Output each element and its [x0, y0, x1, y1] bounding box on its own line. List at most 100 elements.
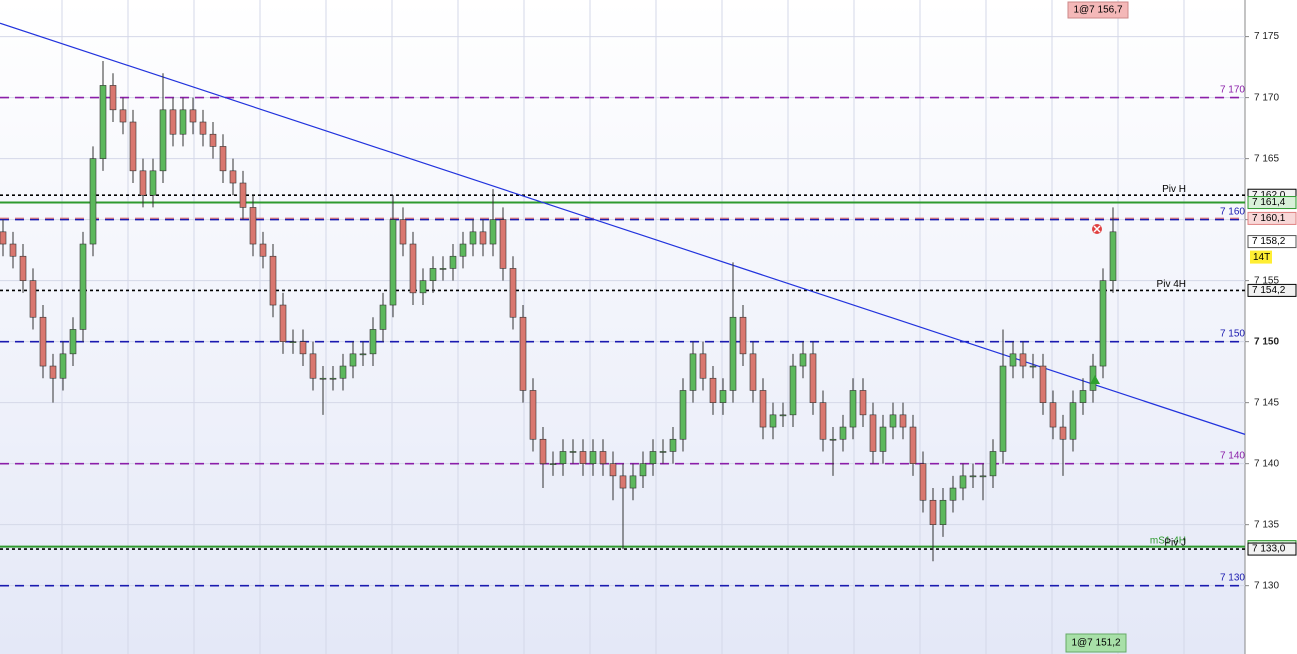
candle-body: [79, 243, 87, 330]
price-tag: [1247, 542, 1297, 556]
candle-body: [709, 377, 717, 403]
level-label: 7 130: [1220, 572, 1245, 583]
candle-body: [769, 414, 777, 428]
candle-body: [919, 463, 927, 501]
trend-line: [0, 22, 1246, 435]
candle-body: [149, 170, 157, 196]
candle-body: [89, 158, 97, 245]
candle-body: [1049, 402, 1057, 428]
y-tick-label: 7 170: [1254, 92, 1279, 103]
candle-body: [539, 438, 547, 464]
candle-body: [489, 219, 497, 245]
timer-tag: [1250, 250, 1272, 264]
candle-body: [799, 353, 807, 367]
candle-body: [699, 353, 707, 379]
last-price-tag: [1247, 235, 1297, 249]
candle-body: [199, 121, 207, 135]
candle-body: [749, 353, 757, 391]
candle-body: [669, 438, 677, 452]
candle-body: [719, 390, 727, 403]
candle-body: [1019, 353, 1027, 367]
level-label: 7 140: [1220, 450, 1245, 461]
candle-body: [399, 219, 407, 245]
candle-body: [369, 329, 377, 355]
candle-body: [1069, 402, 1077, 440]
candle-body: [1109, 231, 1117, 281]
candle-body: [879, 426, 887, 452]
candle-body: [49, 365, 57, 379]
candle-body: [639, 463, 647, 477]
candle-body: [189, 109, 197, 123]
candle-body: [519, 316, 527, 391]
y-tick-label: 7 140: [1254, 458, 1279, 469]
candle-body: [579, 451, 587, 464]
candle-body: [59, 353, 67, 379]
candle-body: [609, 463, 617, 477]
y-tick-label: 7 135: [1254, 519, 1279, 530]
candle-body: [649, 451, 657, 464]
candle-body: [9, 243, 17, 257]
candle-body: [1079, 390, 1087, 403]
candle-body: [39, 316, 47, 367]
order-box-bottom[interactable]: [1065, 633, 1127, 653]
price-tag: [1247, 196, 1297, 210]
candle-body: [569, 451, 577, 453]
y-tick-label: 7 175: [1254, 31, 1279, 42]
candle-body: [99, 85, 107, 159]
candle-body: [299, 341, 307, 355]
candle-body: [159, 109, 167, 172]
candle-body: [409, 243, 417, 294]
candle-body: [389, 219, 397, 306]
level-label: Piv J: [1164, 538, 1186, 549]
candle-body: [309, 353, 317, 379]
candle-body: [529, 390, 537, 440]
candle-body: [559, 451, 567, 464]
candle-body: [629, 475, 637, 489]
candle-body: [859, 390, 867, 416]
candle-body: [449, 255, 457, 269]
price-tag-label: 7 154,2: [1252, 285, 1286, 296]
candle-body: [169, 109, 177, 135]
candle-body: [0, 231, 7, 245]
candle-body: [109, 85, 117, 111]
candle-body: [139, 170, 147, 196]
candle-body: [659, 451, 667, 453]
order-label-top[interactable]: 1@7 156,7: [1073, 5, 1123, 16]
candle-body: [759, 390, 767, 428]
price-tag-label: 7 133,0: [1252, 544, 1286, 555]
candle-body: [29, 280, 37, 318]
candle-body: [989, 451, 997, 477]
candle-body: [179, 109, 187, 135]
order-label-bottom[interactable]: 1@7 151,2: [1071, 638, 1121, 649]
candle-body: [1059, 426, 1067, 440]
candle-body: [1009, 353, 1017, 367]
price-tag-label: 7 162,0: [1252, 190, 1286, 201]
stop-marker: [1092, 224, 1102, 234]
candle-body: [259, 243, 267, 257]
candle-body: [999, 365, 1007, 452]
candle-body: [839, 426, 847, 440]
candle-body: [499, 219, 507, 269]
candle-body: [619, 475, 627, 489]
level-label: 7 150: [1220, 328, 1245, 339]
timer-label: 14T: [1253, 252, 1270, 263]
candle-body: [129, 121, 137, 172]
candle-body: [959, 475, 967, 489]
candle-body: [289, 341, 297, 343]
candle-body: [239, 182, 247, 208]
candle-body: [69, 329, 77, 355]
candle-body: [479, 231, 487, 245]
candle-body: [869, 414, 877, 452]
candle-body: [909, 426, 917, 464]
candle-body: [929, 499, 937, 525]
candle-body: [1099, 280, 1107, 367]
candle-body: [209, 133, 217, 147]
order-box-top[interactable]: [1067, 1, 1129, 19]
level-label: 7 170: [1220, 84, 1245, 95]
level-label: Piv 4H: [1157, 279, 1186, 290]
candle-body: [1029, 365, 1037, 368]
candle-body: [339, 365, 347, 379]
candle-body: [819, 402, 827, 440]
candle-body: [899, 414, 907, 428]
